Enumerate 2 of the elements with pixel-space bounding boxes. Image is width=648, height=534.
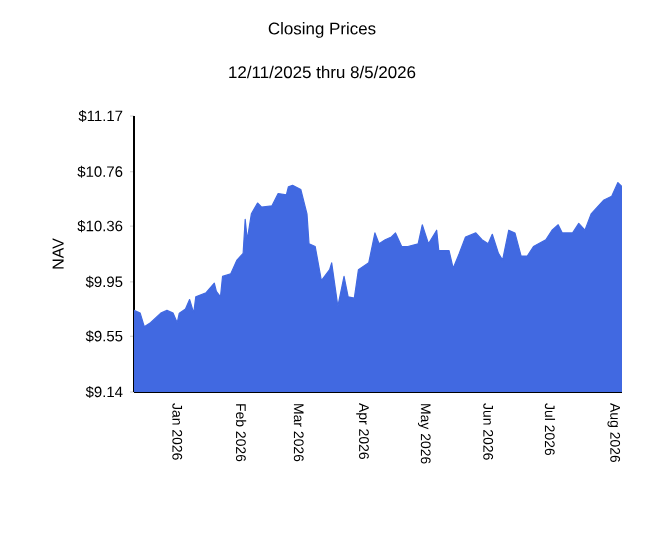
chart-title: Closing Prices xyxy=(268,22,376,38)
chart-subtitle: 12/11/2025 thru 8/5/2026 xyxy=(229,65,416,79)
